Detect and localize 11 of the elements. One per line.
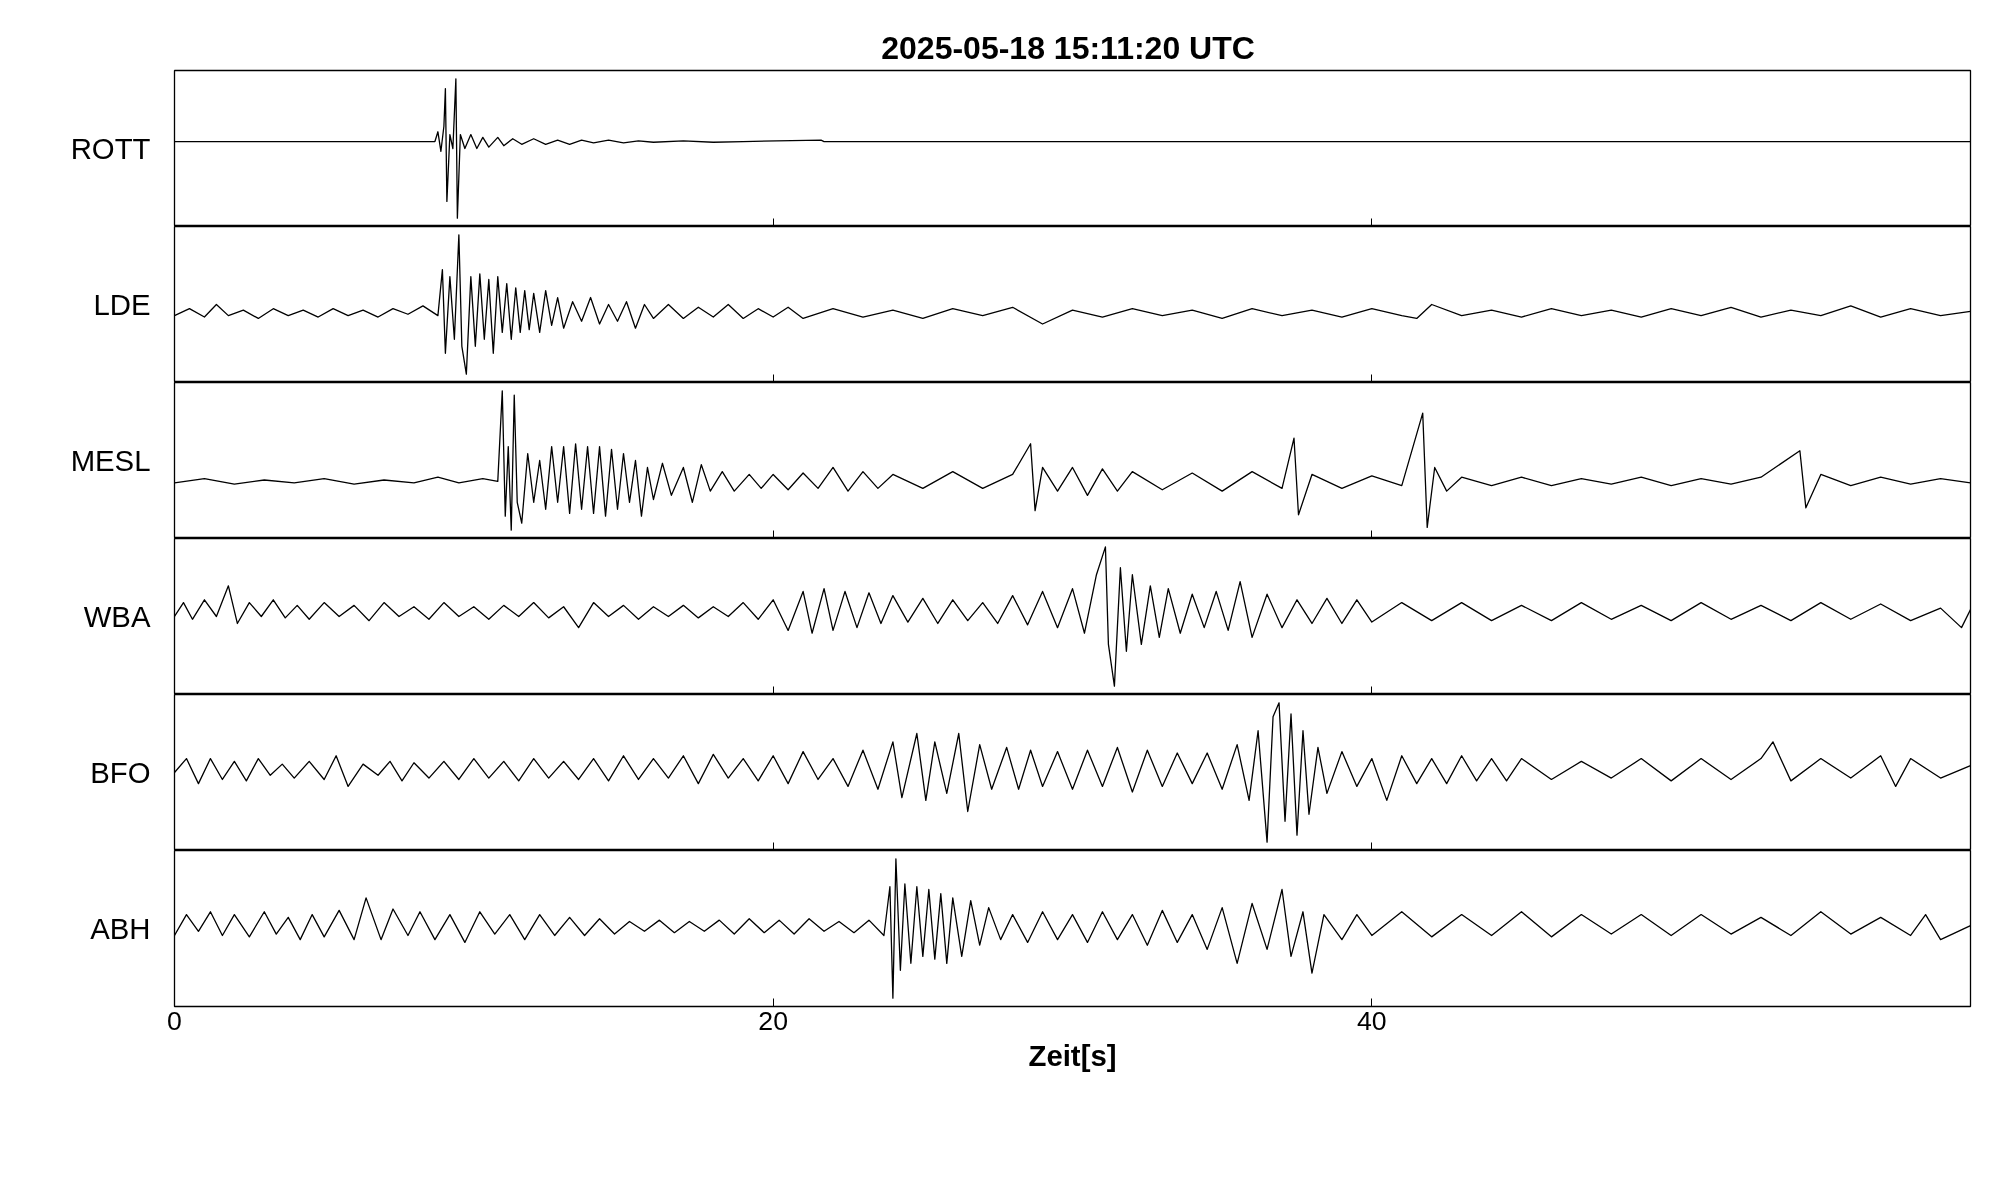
series-label: ROTT	[70, 132, 151, 165]
chart-title: 2025-05-18 15:11:20 UTC	[881, 29, 1255, 66]
series-label: ABH	[90, 912, 151, 945]
x-tick-label: 40	[1357, 1005, 1387, 1036]
x-tick-label: 20	[758, 1005, 788, 1036]
x-tick-label: 0	[167, 1005, 182, 1036]
series-label: BFO	[90, 756, 151, 789]
series-label: LDE	[93, 288, 151, 321]
series-label: WBA	[83, 600, 151, 633]
series-label: MESL	[70, 444, 151, 477]
x-axis-title: Zeit[s]	[1028, 1038, 1117, 1072]
